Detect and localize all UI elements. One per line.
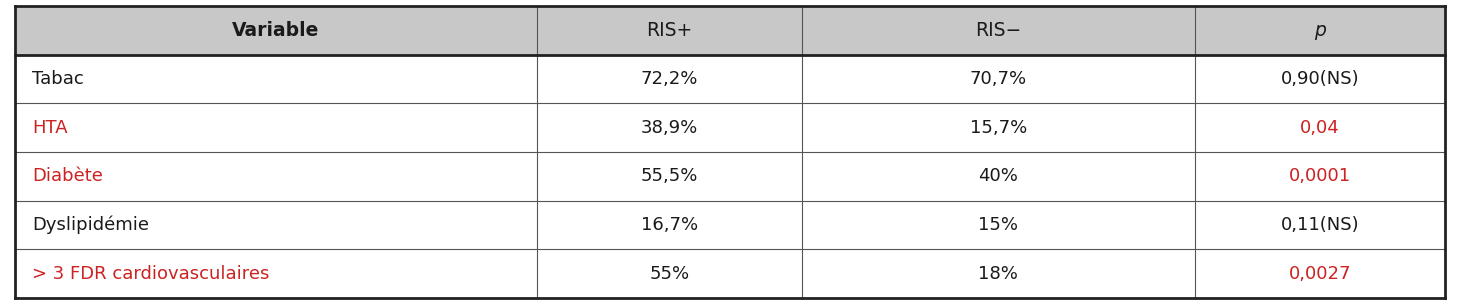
- Text: 70,7%: 70,7%: [969, 70, 1026, 88]
- Text: 72,2%: 72,2%: [641, 70, 698, 88]
- Bar: [802, 103, 1196, 152]
- Bar: [15, 152, 537, 201]
- Text: Diabète: Diabète: [32, 167, 102, 185]
- Text: > 3 FDR cardiovasculaires: > 3 FDR cardiovasculaires: [32, 264, 269, 283]
- Text: 55%: 55%: [650, 264, 689, 283]
- Bar: [1196, 55, 1445, 103]
- Bar: [15, 6, 537, 55]
- Bar: [1196, 249, 1445, 298]
- Text: HTA: HTA: [32, 119, 67, 137]
- Text: 0,0001: 0,0001: [1289, 167, 1352, 185]
- Bar: [537, 103, 802, 152]
- Text: 15%: 15%: [978, 216, 1018, 234]
- Bar: [802, 55, 1196, 103]
- Bar: [537, 55, 802, 103]
- Bar: [537, 201, 802, 249]
- Text: Dyslipidémie: Dyslipidémie: [32, 216, 149, 234]
- Text: p: p: [1314, 21, 1326, 40]
- Text: 0,11(NS): 0,11(NS): [1280, 216, 1359, 234]
- Text: 38,9%: 38,9%: [641, 119, 698, 137]
- Bar: [802, 6, 1196, 55]
- Text: 0,0027: 0,0027: [1289, 264, 1352, 283]
- Bar: [1196, 6, 1445, 55]
- Bar: [15, 249, 537, 298]
- Bar: [15, 201, 537, 249]
- Text: 55,5%: 55,5%: [641, 167, 698, 185]
- Bar: [1196, 152, 1445, 201]
- Bar: [15, 55, 537, 103]
- Text: 16,7%: 16,7%: [641, 216, 698, 234]
- Bar: [537, 152, 802, 201]
- Text: 15,7%: 15,7%: [969, 119, 1026, 137]
- Bar: [802, 201, 1196, 249]
- Bar: [537, 6, 802, 55]
- Text: Variable: Variable: [232, 21, 320, 40]
- Text: Tabac: Tabac: [32, 70, 83, 88]
- Text: 0,90(NS): 0,90(NS): [1280, 70, 1359, 88]
- Bar: [802, 152, 1196, 201]
- Bar: [1196, 103, 1445, 152]
- Bar: [1196, 201, 1445, 249]
- Bar: [802, 249, 1196, 298]
- Text: RIS−: RIS−: [975, 21, 1022, 40]
- Text: 40%: 40%: [978, 167, 1018, 185]
- Bar: [537, 249, 802, 298]
- Text: RIS+: RIS+: [647, 21, 692, 40]
- Text: 0,04: 0,04: [1301, 119, 1340, 137]
- Bar: [15, 103, 537, 152]
- Text: 18%: 18%: [978, 264, 1018, 283]
